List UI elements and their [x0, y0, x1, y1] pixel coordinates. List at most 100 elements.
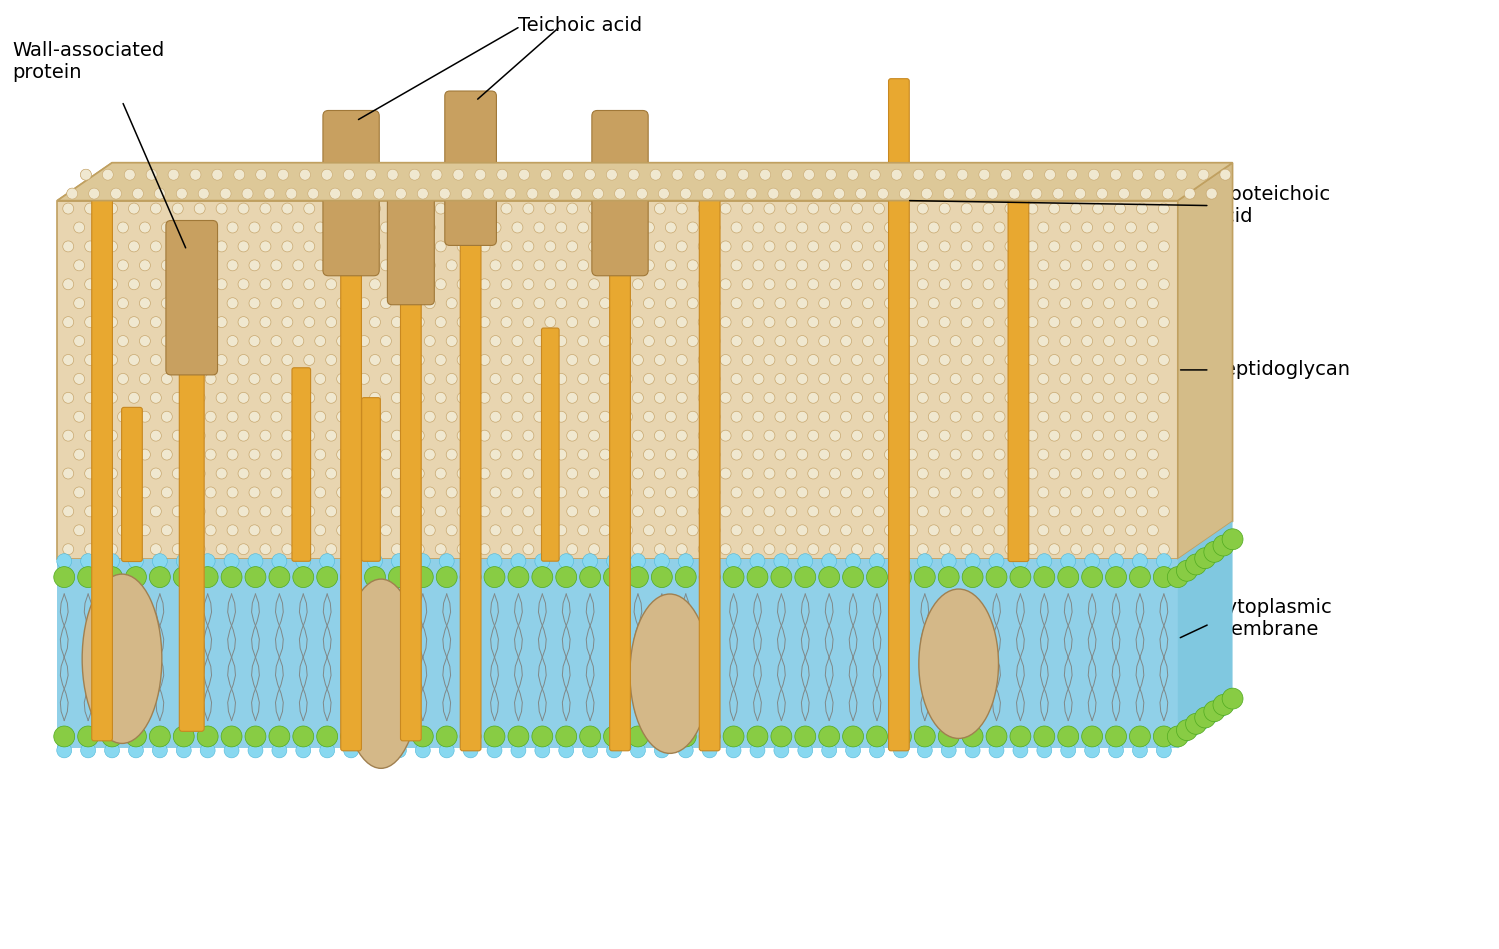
Circle shape: [567, 279, 577, 289]
Circle shape: [1027, 544, 1037, 554]
Circle shape: [271, 743, 286, 758]
Circle shape: [337, 373, 348, 384]
Circle shape: [424, 222, 435, 233]
Circle shape: [468, 222, 480, 233]
Circle shape: [496, 169, 508, 180]
Circle shape: [150, 567, 171, 587]
Circle shape: [238, 203, 249, 214]
Circle shape: [439, 743, 454, 758]
Circle shape: [391, 430, 402, 441]
Circle shape: [162, 336, 172, 346]
Circle shape: [1118, 188, 1129, 199]
Circle shape: [940, 392, 950, 403]
Circle shape: [775, 260, 785, 270]
Circle shape: [259, 241, 271, 251]
Circle shape: [681, 188, 691, 199]
Circle shape: [1159, 468, 1169, 479]
Circle shape: [129, 506, 139, 517]
Circle shape: [847, 169, 859, 180]
Circle shape: [841, 449, 851, 460]
Circle shape: [851, 279, 862, 289]
Circle shape: [508, 567, 529, 587]
Circle shape: [666, 298, 676, 308]
Circle shape: [544, 392, 556, 403]
Circle shape: [818, 260, 829, 270]
Circle shape: [862, 525, 874, 536]
Circle shape: [658, 188, 670, 199]
Circle shape: [364, 567, 385, 587]
Circle shape: [544, 468, 556, 479]
Circle shape: [286, 188, 297, 199]
Circle shape: [600, 449, 610, 460]
FancyBboxPatch shape: [322, 110, 379, 276]
Circle shape: [895, 203, 907, 214]
Circle shape: [1060, 487, 1070, 498]
Circle shape: [238, 317, 249, 327]
Circle shape: [150, 279, 162, 289]
Circle shape: [162, 222, 172, 233]
Circle shape: [562, 169, 574, 180]
Circle shape: [513, 222, 523, 233]
Circle shape: [742, 544, 752, 554]
Circle shape: [256, 169, 267, 180]
Circle shape: [183, 298, 195, 308]
Circle shape: [391, 241, 402, 251]
Circle shape: [676, 317, 687, 327]
Circle shape: [797, 553, 812, 568]
Circle shape: [1103, 222, 1115, 233]
Circle shape: [292, 336, 304, 346]
Circle shape: [117, 411, 129, 422]
Circle shape: [760, 169, 770, 180]
Circle shape: [292, 525, 304, 536]
Circle shape: [381, 336, 391, 346]
Circle shape: [676, 430, 687, 441]
Circle shape: [463, 743, 478, 758]
Circle shape: [965, 188, 976, 199]
Circle shape: [655, 203, 666, 214]
Circle shape: [366, 169, 376, 180]
Circle shape: [781, 169, 793, 180]
Circle shape: [544, 279, 556, 289]
Circle shape: [1136, 241, 1147, 251]
Circle shape: [105, 553, 120, 568]
Circle shape: [96, 222, 106, 233]
Circle shape: [244, 567, 265, 587]
Circle shape: [794, 567, 815, 587]
Circle shape: [1136, 544, 1147, 554]
Circle shape: [1159, 279, 1169, 289]
Circle shape: [1213, 535, 1234, 556]
Circle shape: [198, 188, 210, 199]
Circle shape: [1082, 726, 1103, 747]
Circle shape: [1153, 726, 1174, 747]
Circle shape: [699, 355, 709, 365]
Circle shape: [106, 317, 117, 327]
Circle shape: [747, 567, 767, 587]
Circle shape: [78, 567, 99, 587]
Circle shape: [940, 544, 950, 554]
Circle shape: [983, 430, 994, 441]
Circle shape: [895, 317, 907, 327]
Circle shape: [913, 169, 923, 180]
Circle shape: [1109, 553, 1124, 568]
Circle shape: [797, 487, 808, 498]
Circle shape: [874, 355, 884, 365]
Circle shape: [907, 411, 917, 422]
Circle shape: [168, 169, 178, 180]
Circle shape: [589, 430, 600, 441]
Circle shape: [760, 169, 770, 180]
Circle shape: [1159, 430, 1169, 441]
Circle shape: [655, 544, 666, 554]
Circle shape: [319, 743, 334, 758]
Circle shape: [415, 743, 430, 758]
Circle shape: [1136, 317, 1147, 327]
Circle shape: [195, 430, 205, 441]
Circle shape: [742, 506, 752, 517]
Circle shape: [1045, 169, 1055, 180]
Circle shape: [1070, 506, 1082, 517]
Circle shape: [1001, 169, 1012, 180]
Circle shape: [764, 544, 775, 554]
Circle shape: [96, 449, 106, 460]
Circle shape: [307, 188, 319, 199]
Circle shape: [1088, 169, 1099, 180]
Circle shape: [643, 487, 655, 498]
